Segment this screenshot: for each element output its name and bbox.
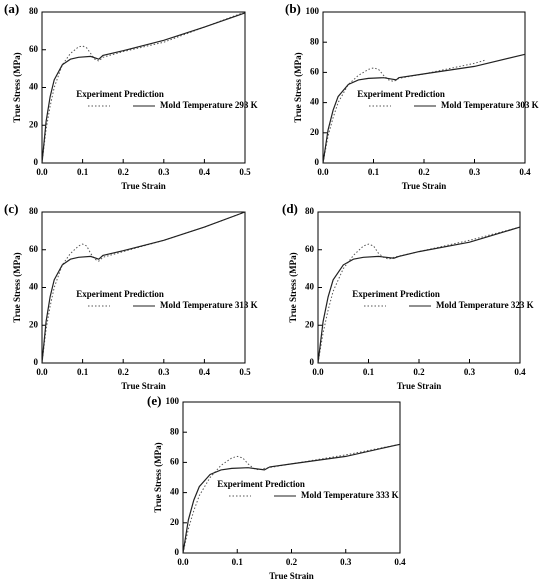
x-tick-label: 0.3 bbox=[340, 557, 352, 567]
y-axis-label: True Stress (MPa) bbox=[288, 252, 298, 322]
y-tick-label: 40 bbox=[29, 282, 39, 292]
series-line bbox=[41, 12, 246, 164]
y-tick-label: 100 bbox=[306, 6, 320, 16]
x-tick-label: 0.2 bbox=[118, 167, 130, 177]
y-tick-label: 80 bbox=[305, 206, 315, 216]
legend-label: Mold Temperature 333 K bbox=[301, 490, 399, 500]
x-tick-label: 0.0 bbox=[317, 167, 329, 177]
series-line bbox=[322, 53, 526, 164]
series-line bbox=[317, 226, 521, 364]
x-tick-label: 0.3 bbox=[464, 367, 476, 377]
x-tick-label: 0.4 bbox=[394, 557, 406, 567]
y-tick-label: 40 bbox=[310, 97, 320, 107]
x-tick-label: 0.3 bbox=[469, 167, 481, 177]
y-axis-label: True Stress (MPa) bbox=[12, 252, 22, 322]
x-tick-label: 0.4 bbox=[199, 367, 211, 377]
y-tick-label: 80 bbox=[310, 36, 320, 46]
x-tick-label: 0.5 bbox=[239, 167, 251, 177]
x-tick-label: 0.1 bbox=[77, 367, 89, 377]
x-tick-label: 0.1 bbox=[363, 367, 375, 377]
y-tick-label: 20 bbox=[29, 119, 39, 129]
x-axis-label: True Strain bbox=[121, 181, 166, 191]
panel-label: (e) bbox=[147, 393, 161, 408]
x-axis-label: True Strain bbox=[402, 181, 447, 191]
legend-header: Prediction bbox=[124, 89, 164, 99]
legend-header: Experiment bbox=[352, 289, 398, 299]
panel-label: (d) bbox=[282, 201, 298, 216]
x-tick-label: 0.0 bbox=[177, 557, 189, 567]
y-tick-label: 20 bbox=[170, 517, 180, 527]
y-tick-label: 0 bbox=[310, 357, 315, 367]
y-tick-label: 80 bbox=[29, 206, 39, 216]
x-tick-label: 0.0 bbox=[36, 367, 48, 377]
legend-header: Experiment bbox=[76, 89, 122, 99]
plot-frame bbox=[41, 11, 246, 164]
x-tick-label: 0.5 bbox=[239, 367, 251, 377]
legend-label: Mold Temperature 313 K bbox=[160, 300, 258, 310]
x-tick-label: 0.4 bbox=[519, 167, 531, 177]
legend-header: Prediction bbox=[124, 289, 164, 299]
x-tick-label: 0.1 bbox=[368, 167, 380, 177]
legend-header: Prediction bbox=[400, 289, 440, 299]
x-tick-label: 0.1 bbox=[77, 167, 89, 177]
x-tick-label: 0.2 bbox=[118, 367, 130, 377]
y-tick-label: 0 bbox=[315, 157, 320, 167]
plot-frame bbox=[317, 211, 521, 364]
series-line bbox=[41, 211, 246, 364]
y-tick-label: 0 bbox=[34, 357, 39, 367]
y-tick-label: 60 bbox=[29, 244, 39, 254]
panel-label: (b) bbox=[285, 1, 301, 16]
y-tick-label: 40 bbox=[305, 282, 315, 292]
x-axis-label: True Strain bbox=[269, 571, 314, 581]
x-axis-label: True Strain bbox=[397, 381, 442, 391]
y-tick-label: 40 bbox=[29, 82, 39, 92]
panel-label: (c) bbox=[4, 201, 18, 216]
x-axis-label: True Strain bbox=[121, 381, 166, 391]
x-tick-label: 0.2 bbox=[413, 367, 425, 377]
x-tick-label: 0.0 bbox=[36, 167, 48, 177]
x-tick-label: 0.2 bbox=[286, 557, 298, 567]
y-tick-label: 0 bbox=[175, 547, 180, 557]
y-tick-label: 60 bbox=[310, 66, 320, 76]
legend-label: Mold Temperature 323 K bbox=[436, 300, 534, 310]
y-tick-label: 80 bbox=[170, 426, 180, 436]
x-tick-label: 0.4 bbox=[514, 367, 526, 377]
x-tick-label: 0.2 bbox=[418, 167, 430, 177]
y-tick-label: 40 bbox=[170, 487, 180, 497]
x-tick-label: 0.3 bbox=[158, 167, 170, 177]
y-tick-label: 60 bbox=[305, 244, 315, 254]
y-axis-label: True Stress (MPa) bbox=[12, 52, 22, 122]
x-tick-label: 0.0 bbox=[312, 367, 324, 377]
legend-header: Experiment bbox=[76, 289, 122, 299]
legend-header: Prediction bbox=[405, 89, 445, 99]
legend-header: Prediction bbox=[265, 479, 305, 489]
y-tick-label: 0 bbox=[34, 157, 39, 167]
plot-frame bbox=[322, 11, 526, 164]
y-axis-label: True Stress (MPa) bbox=[293, 52, 303, 122]
legend-header: Experiment bbox=[217, 479, 263, 489]
legend-label: Mold Temperature 303 K bbox=[441, 100, 539, 110]
x-tick-label: 0.4 bbox=[199, 167, 211, 177]
series-line bbox=[41, 211, 246, 364]
y-tick-label: 80 bbox=[29, 6, 39, 16]
x-tick-label: 0.1 bbox=[232, 557, 244, 567]
y-axis-label: True Stress (MPa) bbox=[153, 442, 163, 512]
legend-label: Mold Temperature 293 K bbox=[160, 100, 258, 110]
legend-header: Experiment bbox=[357, 89, 403, 99]
plot-frame bbox=[182, 401, 401, 554]
y-tick-label: 100 bbox=[166, 396, 180, 406]
y-tick-label: 20 bbox=[305, 319, 315, 329]
y-tick-label: 60 bbox=[170, 456, 180, 466]
series-line bbox=[182, 443, 401, 554]
y-tick-label: 20 bbox=[310, 127, 320, 137]
series-line bbox=[322, 59, 485, 164]
panel-label: (a) bbox=[4, 1, 19, 16]
plot-frame bbox=[41, 211, 246, 364]
y-tick-label: 60 bbox=[29, 44, 39, 54]
x-tick-label: 0.3 bbox=[158, 367, 170, 377]
y-tick-label: 20 bbox=[29, 319, 39, 329]
series-line bbox=[41, 11, 246, 164]
